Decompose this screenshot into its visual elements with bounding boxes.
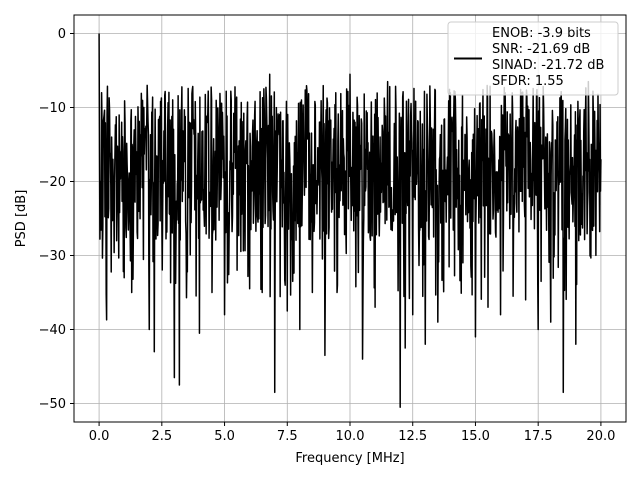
series-layer	[98, 33, 602, 408]
x-tick-label: 10.0	[336, 429, 365, 444]
legend-entry-text: SNR: -21.69 dB	[492, 42, 590, 57]
y-axis-label: PSD [dB]	[14, 190, 29, 248]
psd-series-line	[98, 33, 602, 408]
x-tick-label: 17.5	[524, 429, 553, 444]
legend-entry-text: SINAD: -21.72 dB	[492, 58, 604, 73]
y-tick-label: −30	[39, 249, 66, 264]
x-tick-label: 2.5	[151, 429, 172, 444]
x-tick-label: 0.0	[89, 429, 110, 444]
legend-box	[447, 21, 619, 96]
legend-entry-text: ENOB: -3.9 bits	[492, 26, 591, 41]
y-tick-label: −20	[39, 175, 66, 190]
y-tick-label: 0	[58, 27, 66, 42]
axis-ticks: 0.0 2.5 5.0 7.5 10.0 12.5 15.0 17.5 20.0 0 −10 −20 −…	[39, 27, 616, 444]
y-tick-label: −40	[39, 323, 66, 338]
x-tick-label: 12.5	[398, 429, 427, 444]
x-tick-label: 15.0	[461, 429, 490, 444]
y-tick-label: −50	[39, 397, 66, 412]
legend-entry-text: SFDR: 1.55	[492, 74, 564, 89]
x-tick-label: 7.5	[277, 429, 298, 444]
x-tick-label: 5.0	[214, 429, 235, 444]
plot-frame	[73, 14, 627, 423]
x-tick-label: 20.0	[586, 429, 615, 444]
y-tick-label: −10	[39, 101, 66, 116]
x-axis-label: Frequency [MHz]	[295, 451, 404, 466]
